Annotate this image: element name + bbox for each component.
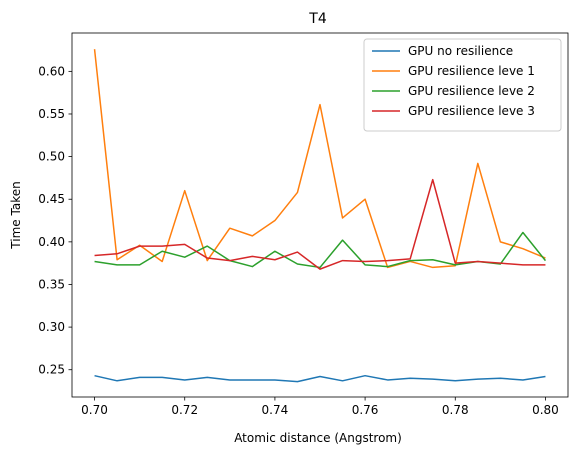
y-tick-label: 0.25 [38,363,65,377]
x-tick-label: 0.72 [171,403,198,417]
legend-label: GPU resilience leve 2 [408,84,535,98]
x-tick-label: 0.80 [532,403,559,417]
series-layer [93,49,547,383]
series-line-1 [94,374,546,383]
y-tick-label: 0.45 [38,192,65,206]
y-tick-label: 0.50 [38,150,65,164]
x-tick-label: 0.70 [81,403,108,417]
y-tick-label: 0.40 [38,235,65,249]
chart-title: T4 [308,11,327,27]
y-tick-label: 0.35 [38,277,65,291]
x-tick-label: 0.74 [262,403,289,417]
y-axis-label: Time Taken [9,181,23,249]
legend-label: GPU no resilience [408,44,513,58]
legend: GPU no resilience GPU resilience leve 1 GP… [363,38,562,132]
series-line-2 [93,49,546,269]
y-tick-label: 0.60 [38,64,65,78]
x-tick-label: 0.78 [442,403,469,417]
series-line-4 [94,178,546,270]
x-tick-label: 0.76 [352,403,379,417]
x-axis-label: Atomic distance (Angstrom) [234,431,402,445]
y-axis: 0.25 0.30 0.35 0.40 0.45 0.50 0.55 0.60 [38,64,72,377]
x-axis: 0.70 0.72 0.74 0.76 0.78 0.80 [81,397,559,417]
plot-frame [71,32,569,398]
y-tick-label: 0.55 [38,107,65,121]
legend-label: GPU resilience leve 3 [408,104,535,118]
legend-label: GPU resilience leve 1 [408,64,535,78]
y-tick-label: 0.30 [38,320,65,334]
legend-box [363,38,562,132]
